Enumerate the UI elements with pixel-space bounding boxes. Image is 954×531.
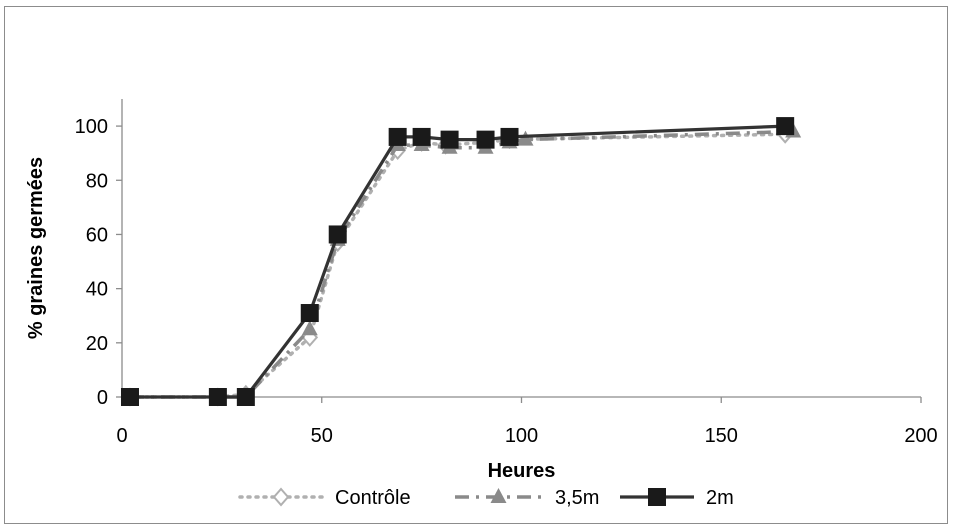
series-marker-square: [500, 127, 519, 146]
series-layer: [120, 117, 802, 407]
legend: Contrôle 3,5m 2m: [238, 487, 734, 509]
series-3: [120, 117, 795, 406]
series-marker-square: [476, 130, 495, 149]
y-tick-label: 20: [86, 333, 108, 355]
x-axis-title: Heures: [488, 460, 556, 482]
series-marker-square: [648, 488, 666, 506]
series-marker-square: [208, 388, 227, 406]
legend-item: Contrôle: [238, 487, 411, 509]
series-marker-square: [388, 127, 407, 146]
x-tick-label: 0: [116, 425, 127, 447]
x-tick-label: 150: [705, 425, 738, 447]
legend-item: 2m: [620, 487, 734, 509]
y-axis-title: % graines germées: [25, 157, 47, 339]
y-tick-label: 60: [86, 224, 108, 246]
series-line: [128, 132, 787, 399]
series-marker-square: [440, 130, 459, 149]
x-tick-label: 100: [505, 425, 538, 447]
series-marker-square: [776, 117, 795, 136]
series-marker-diamond: [272, 487, 290, 507]
series-line: [130, 124, 786, 399]
series-1: [121, 124, 794, 407]
series-marker-triangle: [301, 320, 318, 336]
y-tick-label: 100: [75, 116, 108, 138]
legend-item: 3,5m: [455, 487, 599, 509]
y-axis: 0 20 40 60 80 100: [75, 99, 123, 409]
series-marker-square: [412, 127, 431, 146]
series-marker-square: [328, 225, 347, 244]
x-tick-label: 200: [904, 425, 937, 447]
series-marker-square: [120, 388, 139, 406]
legend-label: 2m: [706, 487, 734, 509]
series-marker-square: [236, 388, 255, 406]
chart-frame: [4, 6, 948, 524]
series-marker-square: [300, 304, 319, 323]
series-marker-triangle: [517, 130, 534, 146]
x-tick-label: 50: [311, 425, 333, 447]
y-tick-label: 0: [97, 387, 108, 409]
legend-label: Contrôle: [335, 487, 411, 509]
series-marker-triangle: [490, 488, 507, 503]
y-tick-label: 40: [86, 279, 108, 301]
y-tick-label: 80: [86, 170, 108, 192]
series-line: [130, 129, 794, 399]
series-2: [121, 122, 802, 403]
legend-label: 3,5m: [555, 487, 599, 509]
